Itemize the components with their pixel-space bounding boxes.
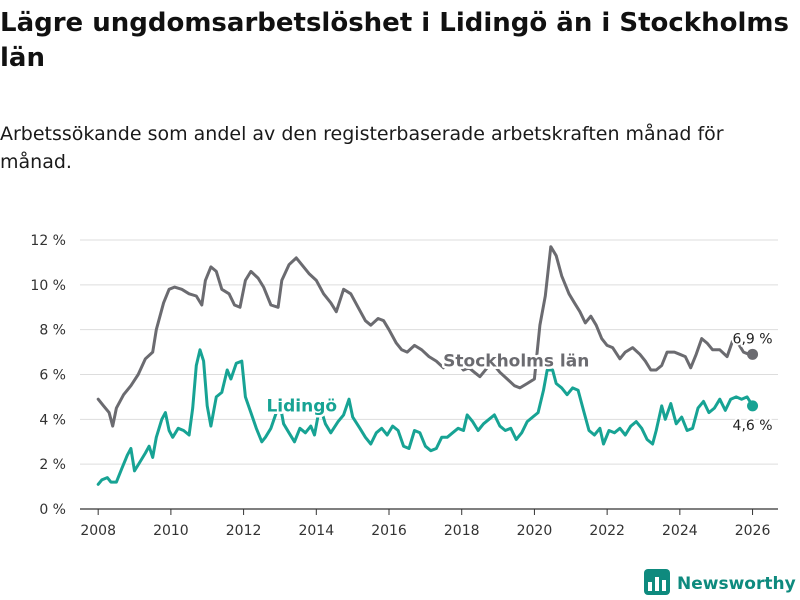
y-tick-label: 6 % [39,368,66,384]
newsworthy-brand: Newsworthy [644,569,796,599]
series-end-value-label: 4,6 % [733,418,773,434]
x-tick-label: 2008 [80,523,116,539]
x-tick-label: 2010 [153,523,189,539]
x-tick-label: 2022 [589,523,625,539]
x-tick-label: 2014 [298,523,334,539]
newsworthy-logo-icon [644,569,670,599]
y-axis: 0 % 2 % 4 % 6 % 8 % 10 % 12 % [30,233,66,518]
series-name-label: Stockholms län [443,352,589,372]
series-lines [96,245,759,486]
x-tick-label: 2026 [735,523,771,539]
y-tick-label: 2 % [39,457,66,473]
chart-subtitle: Arbetssökande som andel av den registerb… [0,123,724,173]
x-axis: 2008 2010 2012 2014 2016 2018 2020 2022 2024 2026 [80,508,778,539]
y-tick-label: 12 % [30,233,66,249]
x-tick-label: 2012 [226,523,262,539]
y-tick-label: 10 % [30,278,66,294]
y-tick-label: 0 % [39,502,66,518]
x-tick-label: 2024 [662,523,698,539]
series-endpoint [747,400,759,412]
x-tick-label: 2016 [371,523,407,539]
series-line-stockholm [96,245,755,428]
x-tick-label: 2020 [517,523,553,539]
series-labels: Stockholms län Lidingö 6,9 % 4,6 % [264,329,775,436]
series-line-lidingo [96,348,755,486]
gridlines [80,239,778,510]
x-tick-label: 2018 [444,523,480,539]
brand-name: Newsworthy [677,574,796,594]
chart-title: Lägre ungdomsarbetslöshet i Lidingö än i… [0,8,789,73]
y-tick-label: 4 % [39,412,66,428]
series-name-label: Lidingö [266,396,337,416]
y-tick-label: 8 % [39,323,66,339]
series-endpoint [747,348,759,360]
series-end-value-label: 6,9 % [733,331,773,347]
